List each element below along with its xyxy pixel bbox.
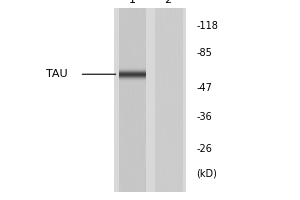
Text: -36: -36 (196, 112, 212, 122)
Text: TAU: TAU (46, 69, 68, 79)
Text: 1: 1 (128, 0, 136, 5)
Text: -85: -85 (196, 48, 212, 58)
Text: -118: -118 (196, 21, 218, 31)
Text: (kD): (kD) (196, 169, 218, 179)
FancyBboxPatch shape (114, 8, 186, 192)
Text: 2: 2 (164, 0, 172, 5)
Text: -47: -47 (196, 83, 212, 93)
Text: -26: -26 (196, 144, 212, 154)
